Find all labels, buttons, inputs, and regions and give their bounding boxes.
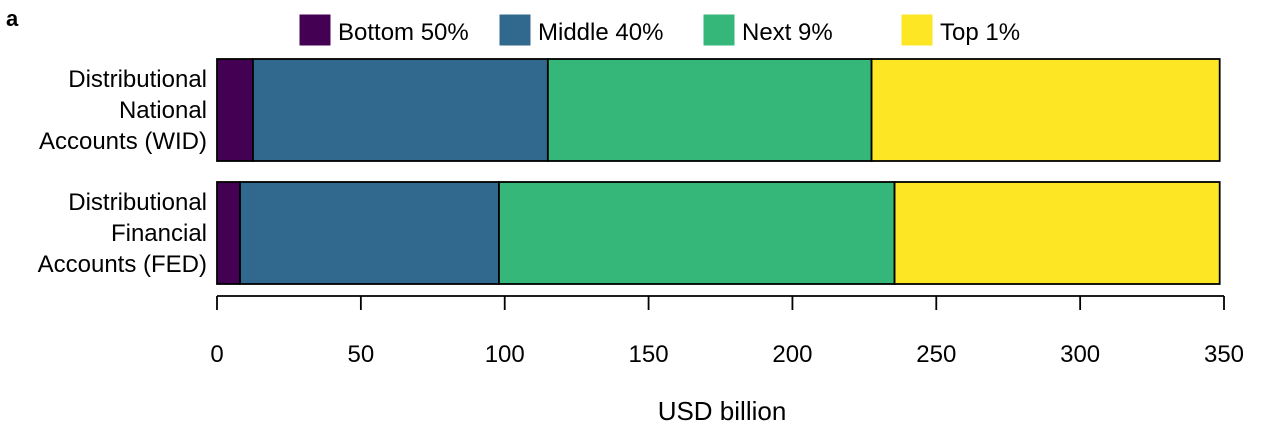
- x-tick-label: 0: [210, 341, 223, 368]
- legend-label: Middle 40%: [538, 19, 663, 46]
- bar-1-1: [239, 181, 500, 285]
- bar-1-0: [216, 181, 241, 285]
- legend-swatch: [703, 14, 735, 46]
- bar-1-2: [498, 181, 896, 285]
- legend-label: Top 1%: [940, 19, 1020, 46]
- bar-1-3: [893, 181, 1221, 285]
- x-tick-label: 250: [916, 341, 956, 368]
- x-tick-label: 100: [485, 341, 525, 368]
- x-tick-label: 300: [1060, 341, 1100, 368]
- x-tick-label: 200: [772, 341, 812, 368]
- category-label: Distributional: [68, 66, 207, 93]
- legend-label: Bottom 50%: [338, 19, 469, 46]
- category-label: Accounts (WID): [39, 128, 207, 155]
- bars: [216, 58, 1221, 285]
- category-label: Accounts (FED): [38, 251, 207, 278]
- legend-swatch: [901, 14, 933, 46]
- x-axis: 0 50 100 150 200 250 300 350: [210, 295, 1244, 368]
- x-tick-label: 350: [1204, 341, 1244, 368]
- legend-swatch: [499, 14, 531, 46]
- bar-0-0: [216, 58, 254, 162]
- legend-label: Next 9%: [742, 19, 833, 46]
- x-tick-label: 150: [629, 341, 669, 368]
- x-tick-label: 50: [348, 341, 375, 368]
- bar-0-2: [546, 58, 873, 162]
- category-label: National: [119, 97, 207, 124]
- x-axis-title: USD billion: [658, 396, 787, 426]
- panel-label: a: [6, 6, 19, 31]
- legend-swatch: [299, 14, 331, 46]
- category-label: Distributional: [68, 189, 207, 216]
- bar-0-1: [252, 58, 549, 162]
- bar-0-3: [870, 58, 1221, 162]
- category-label: Financial: [111, 220, 207, 247]
- legend: Bottom 50% Middle 40% Next 9% Top 1%: [299, 14, 1020, 46]
- category-labels: Distributional National Accounts (WID) Dist…: [38, 66, 207, 278]
